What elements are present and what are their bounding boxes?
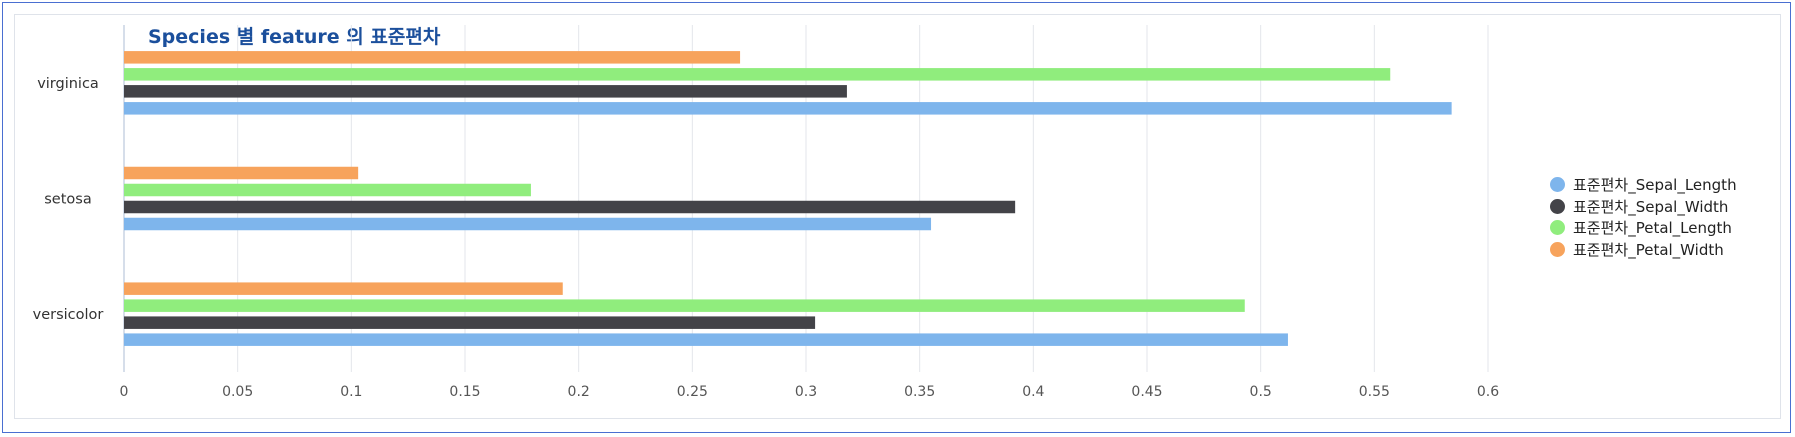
legend-label: 표준편차_Petal_Length (1573, 219, 1732, 238)
bar (124, 183, 531, 197)
bar (124, 282, 563, 295)
legend-label: 표준편차_Petal_Width (1573, 240, 1724, 259)
x-tick-label: 0.05 (222, 384, 253, 400)
x-tick-label: 0.15 (449, 384, 480, 400)
category-label: setosa (44, 192, 91, 208)
chart-title: Species 별 feature 의 표준편차 (148, 26, 441, 48)
legend-swatch-sepal-width (1550, 198, 1565, 214)
legend-label: 표준편차_Sepal_Width (1573, 197, 1729, 216)
x-tick-label: 0.55 (1359, 384, 1390, 400)
x-tick-label: 0.4 (1022, 384, 1044, 400)
x-tick-label: 0.6 (1477, 384, 1499, 400)
x-tick-label: 0 (120, 384, 129, 400)
bar (124, 200, 1016, 214)
legend-item-petal-length[interactable]: 표준편차_Petal_Length (1550, 217, 1737, 239)
x-tick-label: 0.5 (1250, 384, 1272, 400)
x-tick-label: 0.2 (568, 384, 590, 400)
bar (124, 333, 1288, 346)
legend-label: 표준편차_Sepal_Length (1573, 176, 1737, 195)
legend-item-petal-width[interactable]: 표준편차_Petal_Width (1550, 239, 1737, 261)
legend-item-sepal-length[interactable]: 표준편차_Sepal_Length (1550, 174, 1737, 196)
bar (124, 68, 1391, 81)
bar (124, 299, 1245, 312)
x-tick-label: 0.35 (904, 384, 935, 400)
bar (124, 85, 847, 98)
bar (124, 217, 932, 231)
bar (124, 316, 816, 329)
legend: 표준편차_Sepal_Length 표준편차_Sepal_Width 표준편차_… (1550, 174, 1737, 260)
x-tick-label: 0.3 (795, 384, 817, 400)
category-label: versicolor (33, 307, 104, 323)
bar (124, 166, 359, 180)
bar (124, 102, 1452, 115)
legend-swatch-petal-length (1550, 220, 1565, 236)
legend-item-sepal-width[interactable]: 표준편차_Sepal_Width (1550, 196, 1737, 218)
x-tick-label: 0.1 (340, 384, 362, 400)
category-label: virginica (37, 76, 99, 92)
bar (124, 51, 741, 64)
chart-container (14, 14, 1781, 419)
x-tick-label: 0.25 (677, 384, 708, 400)
legend-swatch-sepal-length (1550, 177, 1565, 193)
legend-swatch-petal-width (1550, 241, 1565, 257)
x-tick-label: 0.45 (1131, 384, 1162, 400)
